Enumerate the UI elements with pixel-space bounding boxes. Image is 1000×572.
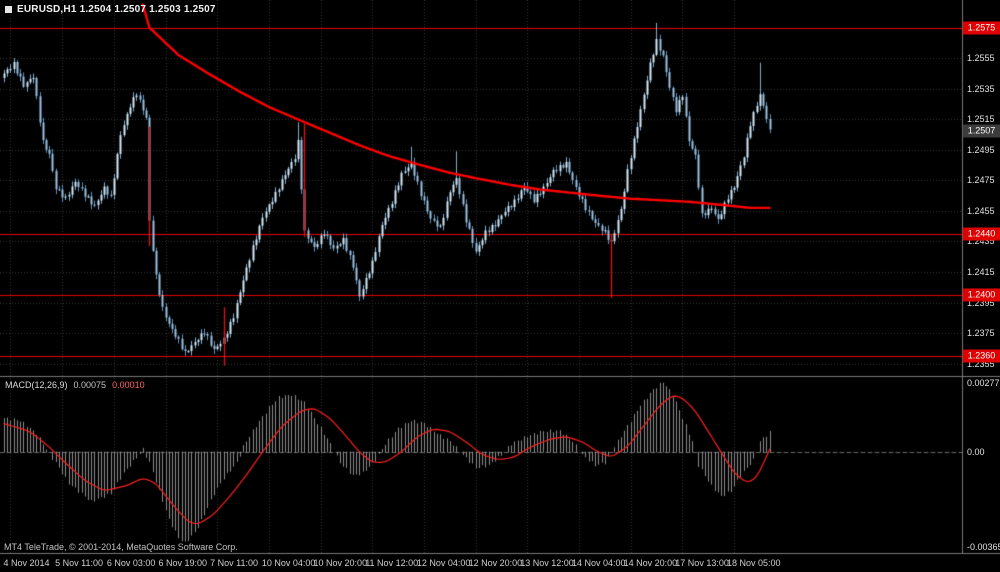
macd-name: MACD(12,26,9) [5,380,68,390]
chart-title: EURUSD,H1 1.2504 1.2507 1.2503 1.2507 [5,4,216,15]
macd-indicator-label: MACD(12,26,9) 0.00075 0.00010 [5,380,145,390]
chart-symbol-icon [5,6,12,13]
macd-value-signal: 0.00010 [112,380,145,390]
copyright-text: MT4 TeleTrade, © 2001-2014, MetaQuotes S… [4,542,238,552]
chart-title-text: EURUSD,H1 1.2504 1.2507 1.2503 1.2507 [17,4,216,15]
macd-value-main: 0.00075 [73,380,107,390]
